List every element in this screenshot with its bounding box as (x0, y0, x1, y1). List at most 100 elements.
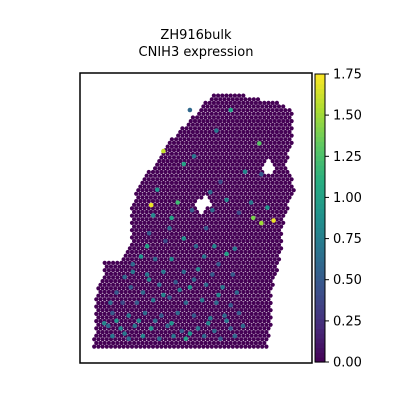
spot-background (234, 315, 240, 320)
spot-background (161, 246, 166, 251)
spot-background (285, 119, 290, 124)
spot-background (247, 162, 252, 167)
spot-highlight-78 (165, 323, 170, 329)
spot-background (146, 315, 151, 320)
spot-highlight-89 (187, 331, 193, 336)
spot-background (222, 184, 227, 189)
spot-background (224, 93, 229, 98)
spot-background (146, 300, 151, 306)
spot-background (199, 151, 204, 156)
spot-background (283, 144, 288, 149)
spot-background (230, 148, 235, 153)
spot-background (247, 293, 252, 298)
spot-background (182, 195, 187, 200)
spot-background (144, 195, 149, 200)
spot-background (148, 289, 153, 295)
spot-background (171, 264, 177, 269)
spot-background (201, 126, 206, 131)
spot-background (243, 228, 248, 233)
spot-background (186, 151, 191, 156)
spot-background (266, 333, 271, 338)
spot-background (272, 191, 277, 196)
spot-background (274, 188, 279, 193)
spot-background (241, 246, 246, 251)
spot-background (222, 337, 227, 342)
spot-background (264, 111, 269, 116)
spot-background (228, 159, 233, 164)
spot-background (281, 213, 286, 218)
spot-background (125, 257, 130, 262)
spot-background (190, 282, 195, 287)
spot-background (108, 315, 114, 320)
spot-background (94, 319, 99, 324)
spot-background (106, 275, 111, 280)
spot-background (239, 162, 244, 167)
spot-background (264, 228, 269, 233)
spot-background (96, 315, 101, 320)
spot-background (155, 177, 160, 182)
spot-background (182, 253, 187, 258)
spot-background (226, 344, 231, 349)
spot-background (228, 122, 233, 127)
spot-background (251, 206, 256, 211)
spot-highlight-31 (193, 243, 199, 249)
spot-background (255, 126, 261, 131)
colorbar-segment (315, 266, 325, 272)
spot-background (224, 100, 229, 105)
spot-background (209, 133, 214, 138)
colorbar-segment (315, 213, 325, 219)
spot-background (115, 275, 120, 280)
spot-background (180, 308, 185, 313)
spot-background (117, 308, 122, 313)
spot-background (153, 268, 158, 273)
spot-background (251, 148, 256, 153)
spot-background (150, 264, 156, 269)
spot-background (192, 119, 198, 124)
spot-background (234, 286, 240, 291)
spot-background (192, 264, 198, 269)
colorbar-segment (315, 246, 325, 253)
spot-background (228, 231, 233, 236)
spot-highlight-44 (210, 272, 215, 277)
spot-background (228, 93, 233, 98)
spot-highlight-67 (142, 310, 148, 316)
spot-background (94, 297, 99, 302)
spot-background (226, 177, 231, 182)
spot-background (111, 319, 116, 324)
spot-background (218, 220, 223, 225)
spot-background (260, 308, 265, 313)
spot-background (104, 337, 109, 342)
spot-background (232, 224, 237, 229)
spot-background (184, 133, 189, 138)
spot-background (176, 300, 181, 306)
spot-background (161, 202, 166, 207)
spot-background (138, 300, 143, 306)
spot-background (281, 162, 286, 167)
spot-background (167, 249, 172, 255)
spot-background (270, 195, 275, 200)
spot-background (262, 129, 267, 135)
spot-background (216, 173, 221, 178)
spot-background (155, 344, 160, 349)
spot-background (209, 220, 214, 225)
spot-background (150, 322, 156, 327)
spot-background (140, 217, 145, 222)
spot-background (140, 202, 145, 207)
spot-background (209, 104, 214, 109)
spot-background (108, 330, 114, 335)
spot-background (260, 213, 265, 218)
spot-background (129, 206, 135, 211)
spot-background (251, 264, 256, 269)
spot-background (203, 289, 208, 295)
spot-background (199, 239, 204, 244)
spot-background (232, 260, 237, 265)
spot-background (94, 340, 99, 346)
spot-background (211, 173, 216, 178)
spot-background (197, 155, 202, 160)
spot-background (125, 344, 130, 349)
spot-background (243, 104, 248, 109)
spot-background (239, 337, 244, 342)
spot-background (270, 268, 275, 273)
spot-highlight-38 (216, 261, 221, 267)
colorbar-segment (315, 261, 325, 267)
